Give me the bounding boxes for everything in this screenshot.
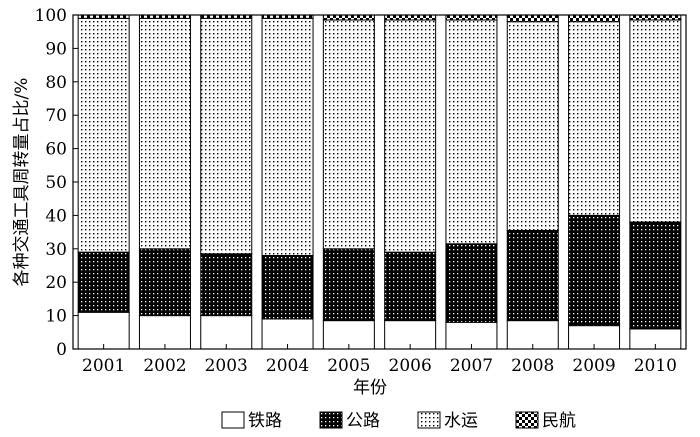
legend: 铁路 公路 水运 民航 — [221, 411, 576, 431]
bar-2007-segment-4 — [445, 14, 498, 21]
bars-layer — [77, 14, 682, 350]
y-axis-title: 各种交通工具周转量占比/% — [12, 78, 32, 287]
y-tick-label: 100 — [35, 6, 67, 26]
bar-2008-segment-4 — [506, 14, 559, 23]
bar-2010-segment-3 — [629, 19, 682, 223]
legend-label-4: 民航 — [542, 411, 576, 431]
bar-2001-segment-2 — [77, 251, 130, 313]
x-tick-label: 2009 — [572, 356, 615, 376]
x-tick-label: 2002 — [143, 356, 186, 376]
bar-2006-segment-2 — [384, 251, 437, 322]
bar-2003-segment-1 — [200, 315, 253, 350]
legend-swatch-4 — [515, 411, 539, 429]
bar-2005-segment-4 — [322, 14, 375, 21]
y-tick-label: 30 — [45, 240, 67, 260]
legend-swatch-2 — [319, 411, 343, 429]
bar-2001-segment-1 — [77, 311, 130, 350]
y-tick-label: 60 — [45, 140, 67, 160]
x-tick-label: 2006 — [389, 356, 432, 376]
y-tick-label: 40 — [45, 206, 67, 226]
bar-2010-segment-4 — [629, 14, 682, 21]
bar-2001-segment-3 — [77, 17, 130, 253]
bar-2008-segment-3 — [506, 21, 559, 231]
legend-swatch-3 — [417, 411, 441, 429]
bar-2006-segment-3 — [384, 19, 437, 253]
y-tick-label: 10 — [45, 307, 67, 327]
bar-2002-segment-2 — [138, 248, 191, 317]
y-tick-label: 20 — [45, 273, 67, 293]
x-tick-label: 2010 — [634, 356, 677, 376]
bar-2005-segment-3 — [322, 19, 375, 250]
legend-label-3: 水运 — [444, 411, 478, 431]
bar-2006-segment-4 — [384, 14, 437, 21]
bar-2002-segment-3 — [138, 17, 191, 250]
bar-2007-segment-2 — [445, 243, 498, 323]
x-tick-label: 2005 — [327, 356, 370, 376]
legend-label-1: 铁路 — [248, 411, 282, 431]
bar-2007-segment-3 — [445, 19, 498, 245]
x-axis-title: 年份 — [353, 378, 387, 398]
bar-2009-segment-3 — [568, 21, 621, 216]
legend-swatch-1 — [221, 411, 245, 429]
bar-2004-segment-3 — [261, 17, 314, 256]
bar-2003-segment-3 — [200, 17, 253, 255]
y-tick-label: 90 — [45, 39, 67, 59]
x-tick-label: 2007 — [450, 356, 493, 376]
bar-2005-segment-2 — [322, 248, 375, 322]
y-tick-label: 70 — [45, 106, 67, 126]
x-tick-label: 2008 — [511, 356, 554, 376]
bar-2004-segment-2 — [261, 254, 314, 320]
y-tick-label: 50 — [45, 173, 67, 193]
x-tick-label: 2003 — [205, 356, 248, 376]
bar-2009-segment-4 — [568, 14, 621, 23]
y-tick-label: 80 — [45, 73, 67, 93]
y-tick-label: 0 — [56, 340, 67, 360]
bar-2004-segment-1 — [261, 318, 314, 350]
bar-2002-segment-1 — [138, 315, 191, 350]
legend-label-2: 公路 — [346, 411, 380, 431]
bar-2003-segment-2 — [200, 253, 253, 317]
bar-2008-segment-2 — [506, 229, 559, 322]
bar-2010-segment-2 — [629, 221, 682, 330]
x-tick-label: 2001 — [82, 356, 125, 376]
x-axis: 2001 2002 2003 2004 2005 2006 2007 2008 2009 2010 — [82, 344, 677, 376]
bar-2009-segment-2 — [568, 214, 621, 327]
y-axis: 0 10 20 30 40 50 60 70 80 90 100 — [35, 6, 78, 360]
x-tick-label: 2004 — [266, 356, 309, 376]
